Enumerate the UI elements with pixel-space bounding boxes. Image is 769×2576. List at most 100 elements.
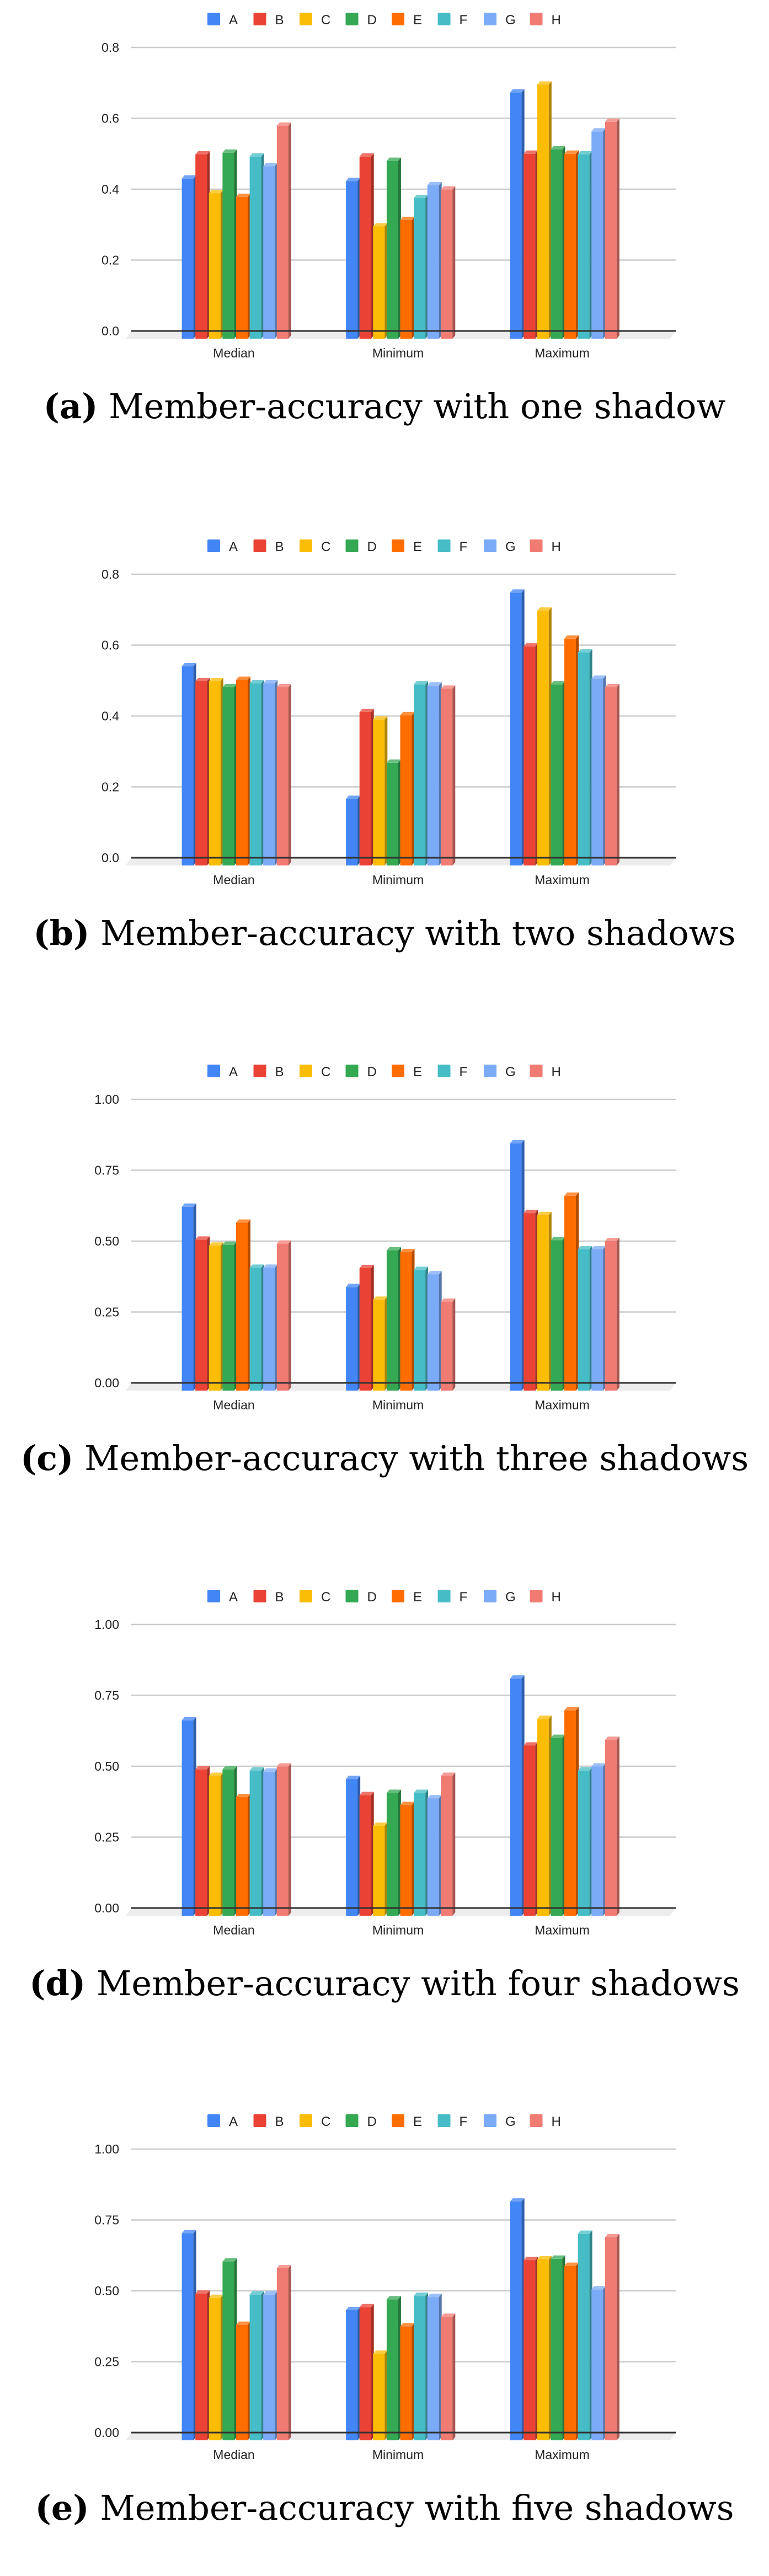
bar-front: [249, 156, 261, 339]
bar-side: [616, 118, 620, 339]
figure-caption: (b) Member-accuracy with two shadows: [0, 913, 769, 953]
bar-minimum-C: [373, 223, 388, 339]
bar-top: [564, 150, 579, 154]
y-tick-label: 1.00: [94, 1617, 119, 1632]
caption-text: Member-accuracy with one shadow: [109, 386, 726, 426]
bar-top: [222, 1241, 237, 1245]
bar-side: [288, 1240, 291, 1391]
y-tick-label: 0.6: [102, 638, 119, 653]
legend-swatch-H: [530, 1065, 543, 1077]
bar-median-B: [195, 678, 210, 865]
bar-maximum-F: [578, 1767, 592, 1916]
bar-front: [209, 2297, 221, 2440]
bar-side: [616, 683, 620, 865]
x-category-label: Median: [213, 873, 254, 887]
legend-label-G: G: [505, 2114, 516, 2129]
bar-median-F: [249, 680, 264, 865]
bar-top: [346, 2306, 361, 2310]
bar-front: [537, 611, 549, 865]
bar-top: [551, 146, 565, 150]
legend-label-C: C: [321, 1065, 330, 1079]
caption-label: (a): [43, 386, 98, 426]
bar-top: [263, 680, 278, 683]
bar-median-H: [276, 1763, 291, 1916]
bar-top: [236, 2321, 250, 2325]
figure-b: 0.0 0.2 0.4 0.6 0.8 A B C D E F G H Median Minimum Maxi…: [0, 527, 769, 1001]
bar-top: [578, 151, 592, 155]
bar-front: [400, 715, 412, 865]
caption-text: Member-accuracy with four shadows: [96, 1963, 740, 2003]
bar-median-F: [249, 1264, 264, 1391]
bar-front: [591, 678, 604, 865]
caption-label: (c): [20, 1438, 74, 1478]
bar-side: [288, 2264, 291, 2440]
bar-top: [510, 1675, 525, 1679]
legend-swatch-C: [300, 1065, 312, 1077]
legend-swatch-E: [392, 2114, 404, 2127]
legend-label-F: F: [460, 1590, 468, 1605]
bar-top: [359, 2304, 374, 2307]
bar-top: [427, 181, 442, 185]
y-tick-label: 0.00: [94, 1376, 119, 1390]
bar-front: [222, 687, 234, 865]
bar-front: [441, 688, 453, 865]
legend-swatch-A: [207, 13, 220, 25]
bar-front: [537, 2259, 549, 2440]
bar-front: [195, 1769, 207, 1916]
bar-front: [524, 1745, 536, 1916]
bar-front: [427, 2297, 439, 2440]
bar-minimum-A: [346, 795, 361, 865]
bar-front: [373, 719, 385, 865]
bar-front: [359, 156, 371, 339]
bar-top: [209, 678, 223, 682]
bar-median-F: [249, 2291, 264, 2440]
legend-label-B: B: [275, 1590, 284, 1605]
bar-front: [276, 687, 289, 865]
legend-swatch-A: [207, 1590, 220, 1602]
bar-minimum-C: [373, 1822, 388, 1916]
bar-front: [578, 2233, 590, 2440]
bar-front: [564, 1195, 576, 1391]
bar-median-H: [276, 683, 291, 865]
legend-swatch-E: [392, 13, 404, 25]
legend-label-G: G: [505, 1590, 516, 1605]
bar-top: [386, 1789, 401, 1793]
bar-top: [373, 223, 388, 227]
legend-label-F: F: [460, 539, 468, 554]
legend-swatch-F: [437, 2114, 451, 2127]
legend-label-D: D: [367, 539, 377, 554]
bar-front: [427, 185, 439, 339]
bar-front: [578, 652, 590, 865]
y-tick-label: 0.4: [102, 182, 119, 196]
legend-swatch-H: [530, 13, 543, 25]
bar-top: [276, 122, 291, 126]
bar-front: [414, 684, 426, 865]
caption-label: (e): [35, 2488, 89, 2528]
bar-top: [346, 178, 361, 181]
y-tick-label: 0.25: [94, 1830, 119, 1845]
bar-top: [414, 681, 429, 685]
legend-label-B: B: [275, 539, 284, 554]
bar-maximum-B: [524, 2257, 538, 2440]
bar-front: [578, 1770, 590, 1916]
bar-maximum-B: [524, 1742, 538, 1916]
legend-label-D: D: [367, 2114, 377, 2129]
bar-top: [222, 2258, 237, 2262]
bar-top: [263, 1768, 278, 1772]
bar-maximum-A: [510, 589, 525, 865]
bar-top: [605, 683, 620, 687]
bar-front: [414, 198, 426, 339]
bar-median-H: [276, 2264, 291, 2440]
legend-swatch-G: [484, 1590, 496, 1602]
bar-front: [605, 2237, 617, 2440]
bar-front: [249, 2294, 261, 2440]
x-category-label: Maximum: [535, 1923, 590, 1937]
legend-label-G: G: [505, 1065, 516, 1079]
y-tick-label: 0.2: [102, 780, 119, 794]
bar-median-E: [236, 194, 250, 339]
legend-label-A: A: [229, 539, 238, 554]
bar-minimum-B: [359, 1792, 374, 1916]
bar-front: [373, 1825, 385, 1916]
bar-front: [524, 2260, 536, 2440]
legend-label-F: F: [460, 2114, 468, 2129]
